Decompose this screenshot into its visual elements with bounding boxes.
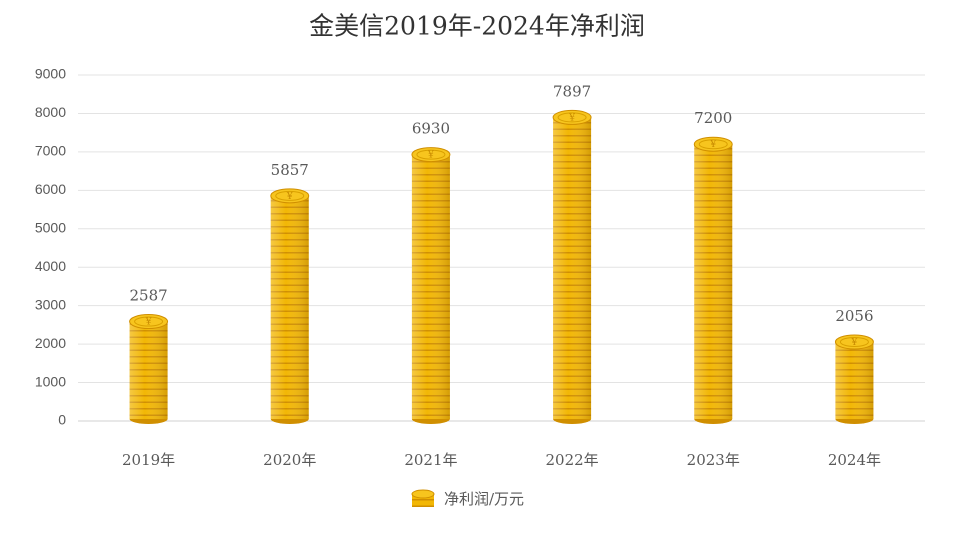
- bar-shade: [411, 154, 450, 419]
- coin-symbol: ¥: [851, 338, 858, 348]
- data-label: 5857: [271, 161, 309, 179]
- x-tick-label: 2021年: [404, 451, 457, 469]
- bar-shade: [129, 321, 168, 419]
- chart-title: 金美信2019年-2024年净利润: [309, 12, 645, 41]
- x-tick-label: 2022年: [545, 451, 598, 469]
- data-label: 2587: [129, 287, 167, 305]
- bar-shade: [270, 195, 309, 419]
- y-tick-label: 1000: [35, 373, 66, 389]
- y-tick-label: 2000: [35, 335, 66, 351]
- y-tick-label: 9000: [35, 66, 66, 82]
- bar-shade: [553, 117, 592, 419]
- coin-top-rim: [134, 316, 164, 327]
- data-label: 7897: [553, 82, 591, 100]
- coin-top-rim: [698, 139, 728, 150]
- y-tick-label: 0: [58, 412, 66, 428]
- bar-shade: [835, 341, 874, 419]
- coin-top-rim: [275, 190, 305, 201]
- coin-top-rim: [839, 336, 869, 347]
- x-tick-label: 2023年: [687, 451, 740, 469]
- legend-label: 净利润/万元: [444, 490, 524, 508]
- coin-symbol: ¥: [709, 140, 716, 150]
- coin-top-rim: [416, 149, 446, 160]
- y-tick-label: 7000: [35, 143, 66, 159]
- data-label: 2056: [835, 307, 873, 325]
- coin-symbol: ¥: [568, 113, 575, 123]
- y-tick-label: 4000: [35, 258, 66, 274]
- x-tick-label: 2020年: [263, 451, 316, 469]
- coin-symbol: ¥: [427, 151, 434, 161]
- y-tick-label: 6000: [35, 181, 66, 197]
- coin-top-rim: [557, 112, 587, 123]
- bar-shade: [694, 144, 733, 419]
- y-tick-label: 3000: [35, 296, 66, 312]
- x-tick-label: 2024年: [828, 451, 881, 469]
- data-label: 6930: [412, 120, 450, 138]
- coin-symbol: ¥: [145, 318, 152, 328]
- y-tick-label: 8000: [35, 104, 66, 120]
- coin-symbol: ¥: [286, 192, 293, 202]
- data-label: 7200: [694, 109, 732, 127]
- x-tick-label: 2019年: [122, 451, 175, 469]
- y-tick-label: 5000: [35, 219, 66, 235]
- legend-swatch-top: [411, 489, 435, 499]
